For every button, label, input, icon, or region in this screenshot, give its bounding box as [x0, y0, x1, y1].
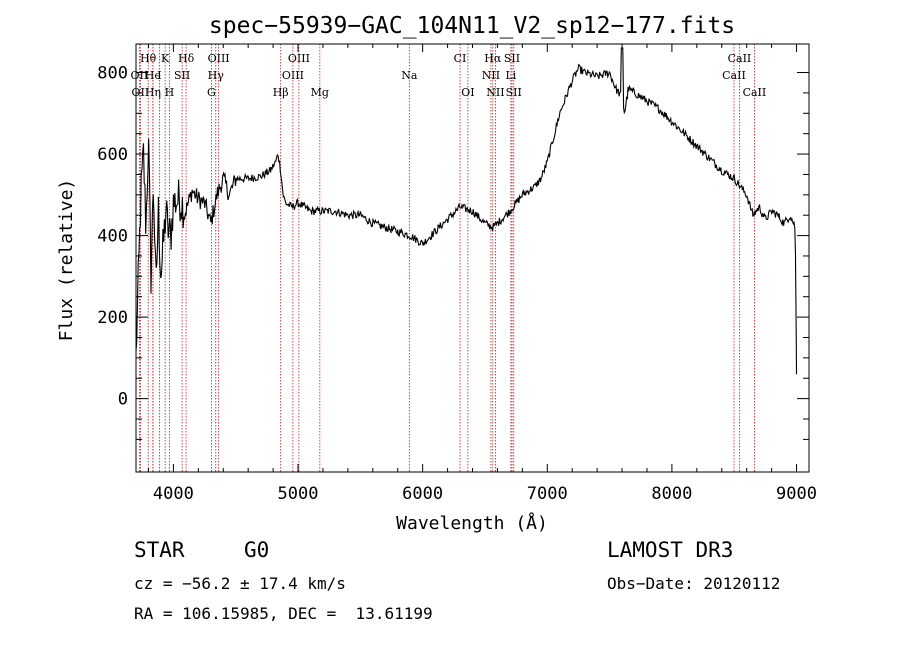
redshift-velocity: cz = −56.2 ± 17.4 km/s: [134, 574, 346, 593]
emission-line-markers: [138, 44, 755, 472]
line-label: Hθ: [140, 52, 157, 65]
x-tick-label: 7000: [527, 484, 568, 504]
line-label: G: [207, 86, 216, 99]
line-label: Hη: [145, 86, 161, 99]
line-label: CaII: [722, 69, 746, 82]
sky-coordinates: RA = 106.15985, DEC = 13.61199: [134, 604, 433, 623]
line-label: Hγ: [208, 69, 225, 82]
line-label: Na: [401, 69, 418, 82]
spectral-subclass: G0: [244, 538, 270, 562]
y-tick-label: 600: [97, 145, 128, 165]
line-label: OIII: [282, 69, 304, 82]
x-tick-label: 9000: [776, 484, 817, 504]
y-tick-label: 800: [97, 64, 128, 84]
line-label: CaII: [743, 86, 767, 99]
x-tick-label: 4000: [153, 484, 194, 504]
chart-title: spec−55939−GAC_104N11_V2_sp12−177.fits: [209, 13, 735, 39]
y-tick-label: 200: [97, 308, 128, 328]
line-label: He: [145, 69, 161, 82]
line-label: K: [161, 52, 170, 65]
line-label: OI: [461, 86, 474, 99]
y-axis-label: Flux (relative): [56, 179, 77, 342]
observation-date: Obs−Date: 20120112: [607, 574, 781, 593]
y-axis: 0 200 400 600 800: [97, 64, 809, 440]
flux-series-line: [135, 47, 798, 375]
plot-frame: [135, 43, 810, 473]
y-tick-label: 0: [118, 390, 128, 410]
line-label: CI: [454, 52, 467, 65]
x-axis-label: Wavelength (Å): [396, 512, 548, 534]
line-label: Li: [505, 69, 516, 82]
x-tick-label: 8000: [651, 484, 692, 504]
line-label: NII: [482, 69, 500, 82]
line-label: OIII: [288, 52, 310, 65]
line-label: CaII: [728, 52, 752, 65]
y-tick-label: 400: [97, 227, 128, 247]
x-axis: 4000 5000 6000 7000 8000 9000: [147, 44, 817, 504]
line-label: NII: [486, 86, 504, 99]
line-label: H: [165, 86, 175, 99]
line-label: I: [157, 69, 161, 82]
line-label: Hα: [484, 52, 502, 65]
survey-name: LAMOST DR3: [607, 538, 734, 562]
line-label: OIII: [208, 52, 230, 65]
line-label: SII: [174, 69, 190, 82]
line-label: Hδ: [178, 52, 195, 65]
line-label: Hβ: [273, 86, 289, 99]
line-label: Mg: [311, 86, 329, 99]
object-class: STAR: [134, 538, 185, 562]
x-tick-label: 5000: [278, 484, 319, 504]
line-label: SII: [506, 86, 522, 99]
x-tick-label: 6000: [402, 484, 443, 504]
line-label: SII: [504, 52, 520, 65]
